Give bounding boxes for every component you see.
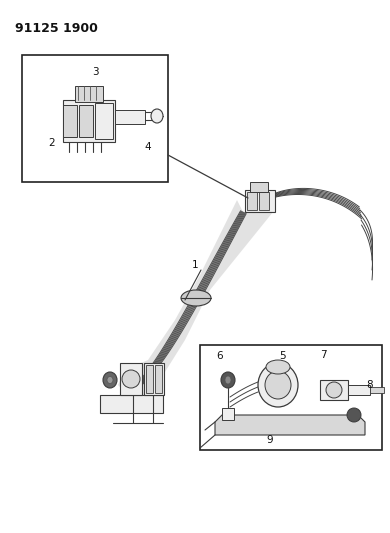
- Ellipse shape: [151, 109, 163, 123]
- Bar: [120, 363, 142, 395]
- Text: 91125 1900: 91125 1900: [15, 22, 98, 35]
- Bar: [250, 182, 268, 192]
- Text: 2: 2: [49, 138, 55, 148]
- Ellipse shape: [258, 363, 298, 407]
- Bar: [348, 385, 370, 395]
- Ellipse shape: [347, 408, 361, 422]
- Ellipse shape: [326, 382, 342, 398]
- Polygon shape: [118, 200, 273, 398]
- Bar: [245, 190, 275, 212]
- Bar: [22, 55, 168, 182]
- Ellipse shape: [266, 360, 290, 374]
- Polygon shape: [215, 415, 365, 435]
- Bar: [247, 192, 257, 210]
- Bar: [320, 380, 348, 400]
- Bar: [63, 105, 77, 137]
- Bar: [259, 192, 269, 210]
- Text: 3: 3: [92, 67, 98, 77]
- Text: 1: 1: [192, 260, 198, 270]
- Bar: [155, 365, 162, 393]
- Text: 8: 8: [367, 380, 373, 390]
- Bar: [200, 345, 382, 450]
- Bar: [75, 86, 103, 102]
- Polygon shape: [100, 395, 163, 413]
- Text: 5: 5: [280, 351, 286, 361]
- Ellipse shape: [181, 290, 211, 306]
- Text: 9: 9: [267, 435, 273, 445]
- Bar: [63, 100, 115, 142]
- Ellipse shape: [221, 372, 235, 388]
- Text: 4: 4: [145, 142, 151, 152]
- Ellipse shape: [103, 372, 117, 388]
- Bar: [144, 363, 164, 395]
- Ellipse shape: [107, 376, 113, 384]
- Bar: [370, 387, 384, 393]
- Bar: [95, 103, 113, 139]
- Ellipse shape: [225, 376, 231, 384]
- Bar: [115, 110, 145, 124]
- Ellipse shape: [265, 371, 291, 399]
- Bar: [146, 365, 153, 393]
- Bar: [79, 105, 93, 137]
- Text: 6: 6: [217, 351, 223, 361]
- Ellipse shape: [122, 370, 140, 388]
- Text: 7: 7: [320, 350, 326, 360]
- Bar: [222, 408, 234, 420]
